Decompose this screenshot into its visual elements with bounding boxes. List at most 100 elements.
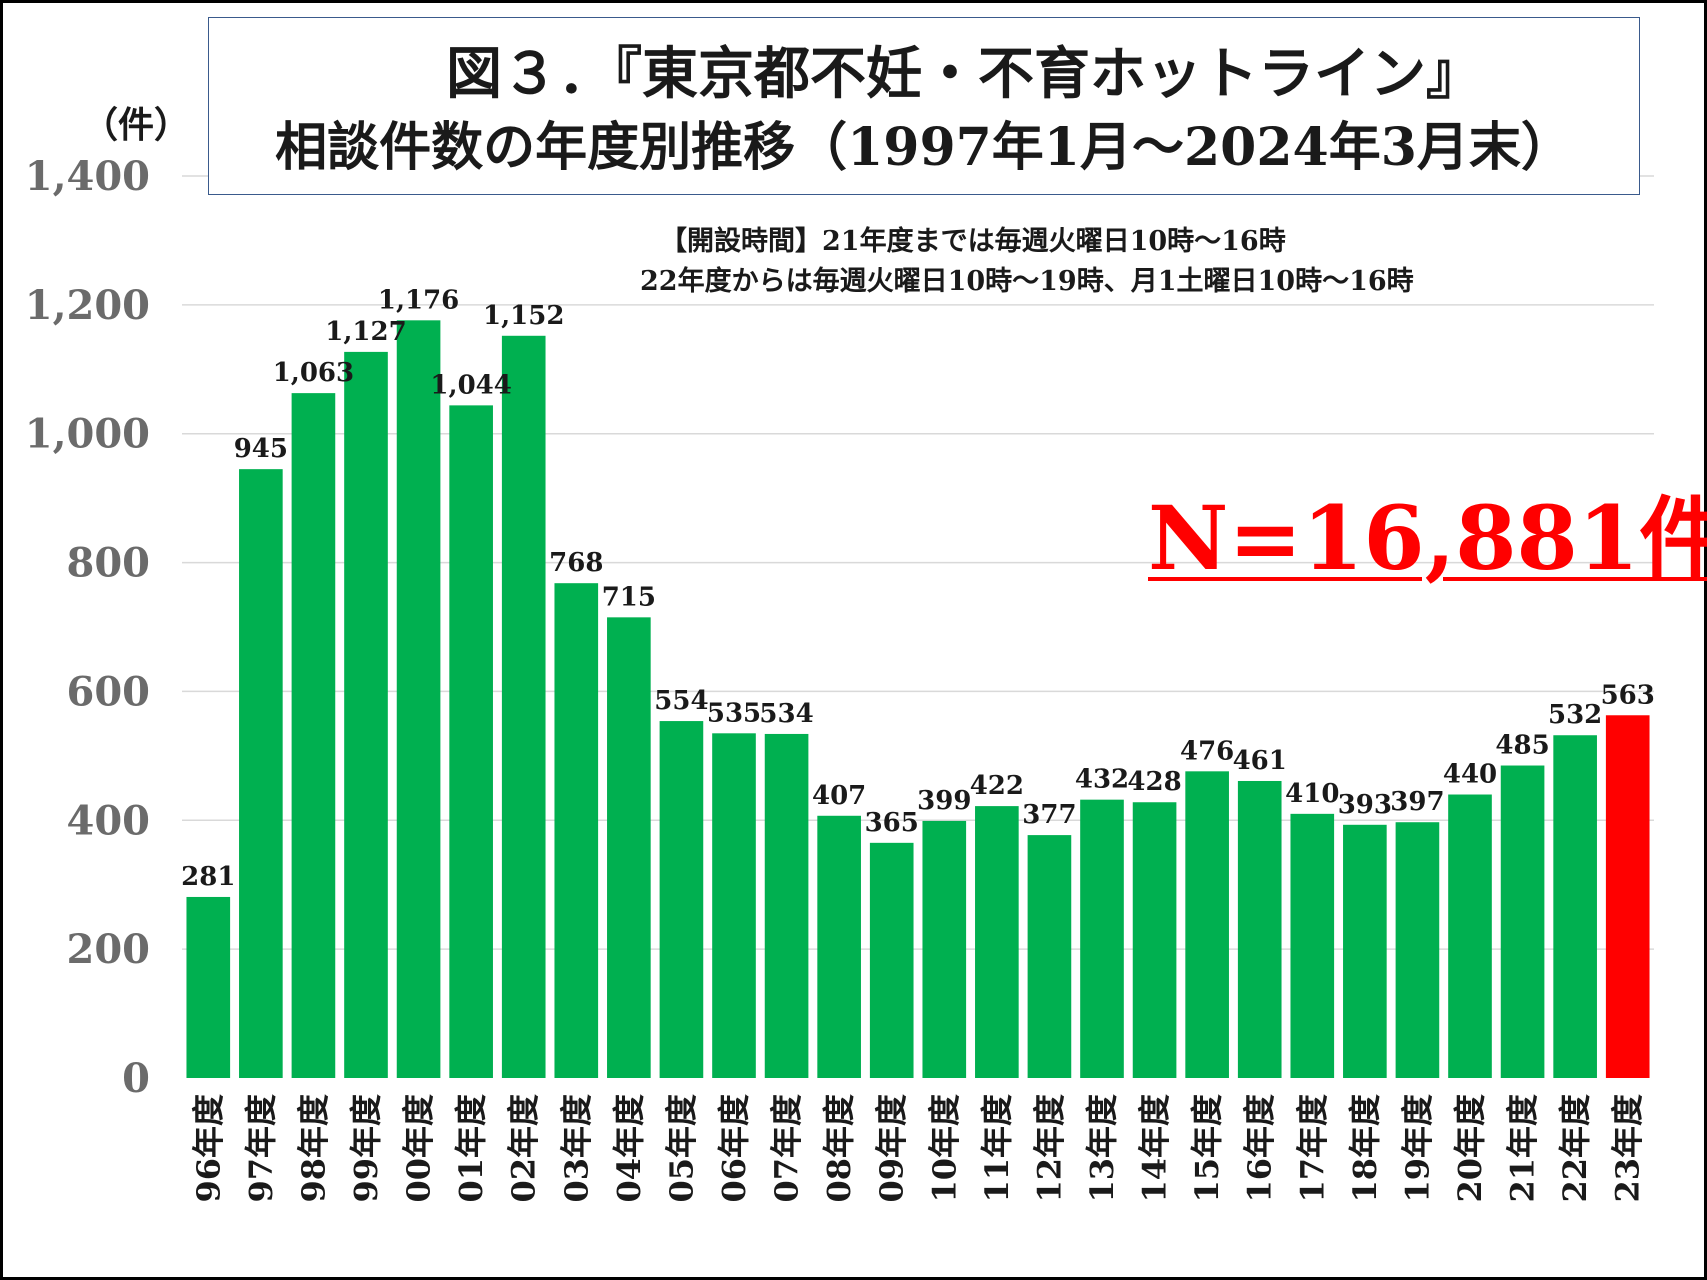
y-axis-ticks: 0 200 400 600 800 1,000 1,200 1,400 [25,153,150,1102]
data-label: 945 [234,434,288,464]
x-axis-labels: 96年度 97年度 98年度 99年度 00年度 01年度 02年度 03年度 04年度 05年度… [189,1094,1646,1203]
data-label: 532 [1548,700,1602,730]
chart-title-line1: 図３．『東京都不妊・不育ホットライン』 [446,41,1482,107]
x-tick-label: 21年度 [1504,1094,1542,1203]
bar [764,733,809,1078]
data-label: 535 [707,698,761,728]
x-tick-label: 11年度 [978,1094,1016,1203]
bar [291,393,336,1079]
bar [869,842,914,1078]
data-label: 377 [1022,800,1076,830]
data-label: 476 [1180,736,1234,766]
x-tick-label: 07年度 [768,1094,806,1203]
bar [659,721,704,1078]
bar [1605,715,1650,1078]
y-tick-label: 1,000 [25,411,150,458]
bar [1132,802,1177,1078]
x-tick-label: 13年度 [1083,1094,1121,1203]
bar [607,617,651,1078]
x-tick-label: 10年度 [925,1094,963,1203]
x-tick-label: 05年度 [662,1094,700,1203]
bar [817,815,861,1078]
x-tick-label: 12年度 [1030,1094,1068,1203]
data-label: 440 [1443,760,1497,790]
y-tick-label: 0 [122,1055,150,1102]
x-tick-label: 06年度 [715,1094,753,1203]
bar [186,896,231,1078]
bars [186,320,1650,1079]
bar [501,335,546,1079]
x-tick-label: 15年度 [1188,1094,1226,1203]
x-tick-label: 08年度 [820,1094,858,1203]
chart-title-line2: 相談件数の年度別推移（1997年1月～2024年3月末） [275,117,1573,178]
data-label: 715 [602,582,656,612]
bar [712,733,756,1078]
data-label: 1,176 [378,285,459,315]
x-tick-label: 96年度 [189,1094,227,1203]
bar [1185,771,1229,1078]
data-label: 397 [1390,787,1444,817]
data-label: 1,152 [483,301,564,331]
bar [922,820,967,1078]
bar [239,469,283,1078]
bar [554,583,599,1078]
x-tick-label: 04年度 [610,1094,648,1203]
data-label: 410 [1285,779,1339,809]
data-label: 428 [1127,767,1181,797]
x-tick-label: 98年度 [294,1094,332,1203]
data-label: 365 [865,808,919,838]
data-label: 554 [654,686,708,716]
y-tick-label: 800 [67,540,151,587]
x-tick-label: 16年度 [1241,1094,1279,1203]
opening-hours-line2: 22年度からは毎週火曜日10時～19時、月1土曜日10時～16時 [640,266,1414,297]
x-tick-label: 22年度 [1556,1094,1594,1203]
total-count-annotation: N=16,881件 [1148,486,1707,590]
bar [1343,824,1387,1078]
data-label: 393 [1338,790,1392,820]
y-tick-label: 200 [67,926,151,973]
x-tick-label: 14年度 [1136,1094,1174,1203]
opening-hours-note: 【開設時間】21年度までは毎週火曜日10時～16時 22年度からは毎週火曜日10… [640,222,1414,302]
x-tick-label: 09年度 [873,1094,911,1203]
y-tick-label: 400 [67,797,151,844]
bar [975,806,1019,1078]
bar [1237,780,1282,1078]
bar [396,320,441,1078]
x-tick-label: 01年度 [452,1094,490,1203]
opening-hours-line1: 【開設時間】21年度までは毎週火曜日10時～16時 [660,226,1286,257]
data-label: 485 [1495,731,1549,761]
y-tick-label: 600 [67,668,151,715]
data-label: 1,063 [273,358,354,388]
data-label: 432 [1075,765,1129,795]
data-label: 422 [970,771,1024,801]
y-axis-unit-label: （件） [82,104,191,146]
data-label: 534 [759,699,813,729]
data-label: 281 [181,862,235,892]
x-tick-label: 20年度 [1451,1094,1489,1203]
x-tick-label: 97年度 [242,1094,280,1203]
x-tick-label: 19年度 [1398,1094,1436,1203]
bar [1500,765,1545,1078]
x-tick-label: 99年度 [347,1094,385,1203]
bar [1448,794,1492,1078]
data-label: 1,127 [325,317,406,347]
x-tick-label: 00年度 [400,1094,438,1203]
bar [1027,835,1072,1078]
x-tick-label: 17年度 [1293,1094,1331,1203]
bar [344,351,388,1078]
bar [449,405,493,1078]
bar [1553,735,1597,1078]
y-tick-label: 1,400 [25,153,150,200]
data-label: 1,044 [430,370,511,400]
data-label: 563 [1601,680,1655,710]
y-tick-label: 1,200 [25,282,150,329]
data-label: 399 [917,786,971,816]
chart-title-box: 図３．『東京都不妊・不育ホットライン』 相談件数の年度別推移（1997年1月～2… [208,17,1640,195]
data-label: 461 [1233,746,1287,776]
bar [1080,799,1124,1078]
data-label: 768 [549,548,603,578]
data-label: 407 [812,781,866,811]
x-tick-label: 02年度 [505,1094,543,1203]
